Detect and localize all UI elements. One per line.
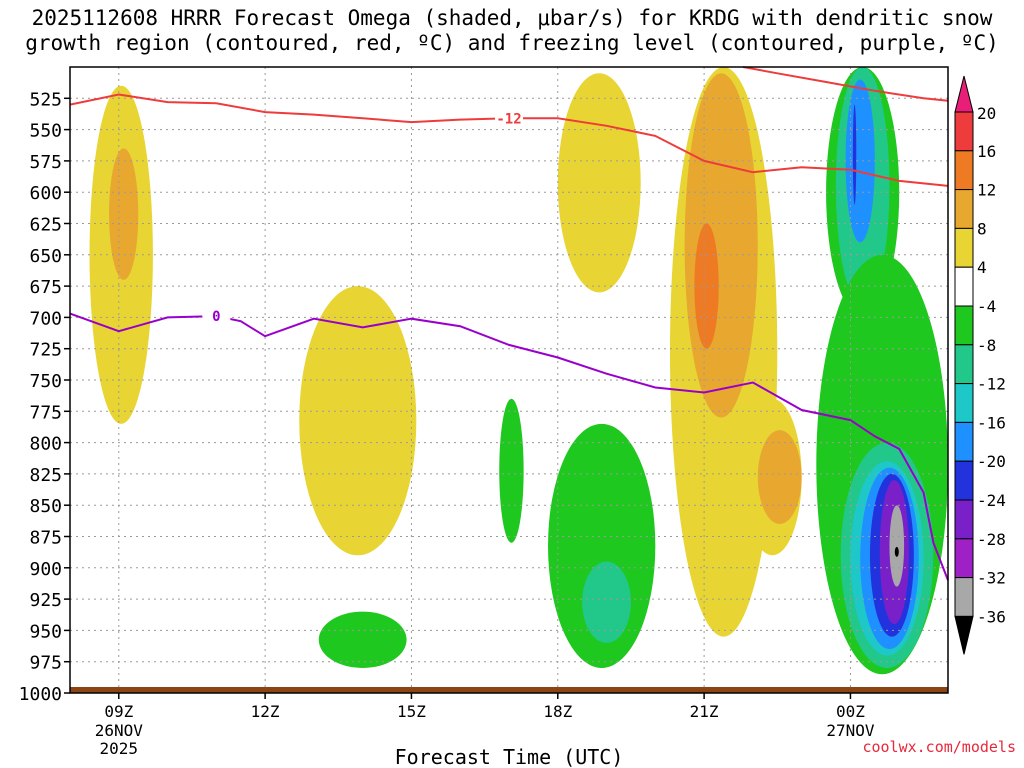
- contour-line-1: [742, 66, 949, 102]
- colorbar-bin-0: [954, 111, 974, 152]
- omega-region-2: [299, 286, 417, 556]
- y-tick-label-975: 975: [29, 653, 62, 674]
- y-tick-label-550: 550: [29, 121, 62, 142]
- omega-region-5: [684, 73, 758, 418]
- omega-region-3: [557, 73, 641, 293]
- colorbar-bin-1: [954, 150, 974, 191]
- colorbar-legend: 20 16 12 8 4 -4 -8 -12 -16 -20 -24 -28 -32 -36: [954, 75, 1006, 655]
- y-tick-label-575: 575: [29, 152, 62, 173]
- colorbar-bin-4: [954, 266, 974, 307]
- y-tick-label-1000: 1000: [19, 684, 62, 705]
- y-tick-label-625: 625: [29, 215, 62, 236]
- colorbar-bottom-arrow: [954, 615, 974, 655]
- colorbar-label-10: -24: [977, 491, 1006, 510]
- colorbar-label-5: -4: [977, 297, 996, 316]
- colorbar-label-3: 8: [977, 219, 987, 238]
- y-tick-label-925: 925: [29, 590, 62, 611]
- y-tick-label-900: 900: [29, 559, 62, 580]
- colorbar-bin-11: [954, 538, 974, 579]
- x-tick-label-12Z: 12Z: [251, 702, 280, 721]
- contour-label-bg-0: [495, 110, 523, 126]
- x-tick-label-18Z: 18Z: [543, 702, 572, 721]
- y-tick-label-775: 775: [29, 402, 62, 423]
- y-tick-label-950: 950: [29, 621, 62, 642]
- y-axis: 525 550 575 600 625 650 675 700 725 750 775 800 825 8…: [19, 89, 70, 705]
- colorbar-bin-3: [954, 227, 974, 268]
- grid-layer: [70, 67, 948, 694]
- omega-region-1: [109, 148, 139, 280]
- omega-region-15: [582, 561, 631, 643]
- contour-label-0: -12: [496, 111, 521, 127]
- omega-region-12: [852, 104, 857, 205]
- colorbar-label-8: -16: [977, 413, 1006, 432]
- colorbar-label-2: 12: [977, 181, 996, 200]
- y-tick-label-725: 725: [29, 340, 62, 361]
- y-tick-label-700: 700: [29, 308, 62, 329]
- colorbar-label-13: -36: [977, 607, 1006, 626]
- colorbar-bin-2: [954, 189, 974, 229]
- x-tick-label-21Z: 21Z: [690, 702, 719, 721]
- omega-region-13: [499, 398, 524, 543]
- omega-minimum-marker: [894, 546, 899, 557]
- colorbar-label-1: 16: [977, 142, 996, 161]
- colorbar-bin-10: [954, 499, 974, 540]
- omega-region-11: [845, 79, 875, 243]
- colorbar-bin-9: [954, 460, 974, 501]
- colorbar-top-arrow: [954, 75, 974, 113]
- contour-lines-layer: -12 0: [69, 66, 949, 581]
- y-tick-label-800: 800: [29, 434, 62, 455]
- colorbar-bin-5: [954, 305, 974, 346]
- omega-region-23: [889, 505, 905, 587]
- watermark: coolwx.com/models: [862, 738, 1016, 756]
- contour-label-2: 0: [212, 309, 220, 325]
- contour-line-2: [69, 312, 949, 581]
- omega-region-16: [318, 611, 407, 668]
- colorbar-label-9: -20: [977, 452, 1006, 471]
- colorbar-bin-7: [954, 383, 974, 423]
- y-tick-label-525: 525: [29, 89, 62, 110]
- y-tick-label-600: 600: [29, 183, 62, 204]
- y-tick-label-750: 750: [29, 371, 62, 392]
- colorbar-label-6: -8: [977, 336, 996, 355]
- colorbar-label-7: -12: [977, 375, 1006, 394]
- x-tick-label-15Z: 15Z: [397, 702, 426, 721]
- x-tick-date-00Z: 27NOV: [826, 721, 875, 740]
- ground-surface: [70, 687, 948, 693]
- chart-title: 2025112608 HRRR Forecast Omega (shaded, …: [0, 6, 1024, 56]
- omega-shading-layer: [89, 67, 949, 675]
- x-tick-year-09Z: 2025: [100, 739, 139, 758]
- omega-region-8: [757, 430, 802, 524]
- y-tick-label-650: 650: [29, 246, 62, 267]
- x-tick-date-09Z: 26NOV: [95, 721, 144, 740]
- colorbar-label-0: 20: [977, 104, 996, 123]
- chart-title-line-1: 2025112608 HRRR Forecast Omega (shaded, …: [31, 6, 993, 30]
- colorbar-bin-6: [954, 344, 974, 385]
- colorbar-bin-8: [954, 421, 974, 462]
- colorbar-bin-12: [954, 577, 974, 617]
- colorbar-label-11: -28: [977, 530, 1006, 549]
- y-tick-label-825: 825: [29, 465, 62, 486]
- chart-title-line-2: growth region (contoured, red, ºC) and f…: [25, 31, 999, 55]
- y-tick-label-875: 875: [29, 528, 62, 549]
- colorbar-label-12: -32: [977, 569, 1006, 588]
- x-tick-label-09Z: 09Z: [104, 702, 133, 721]
- y-tick-label-850: 850: [29, 496, 62, 517]
- x-axis-label: Forecast Time (UTC): [395, 745, 624, 768]
- contour-line-0: [69, 93, 949, 187]
- x-tick-label-00Z: 00Z: [836, 702, 865, 721]
- contour-label-bg-2: [202, 308, 231, 324]
- colorbar-label-4: 4: [977, 258, 987, 277]
- y-tick-label-675: 675: [29, 277, 62, 298]
